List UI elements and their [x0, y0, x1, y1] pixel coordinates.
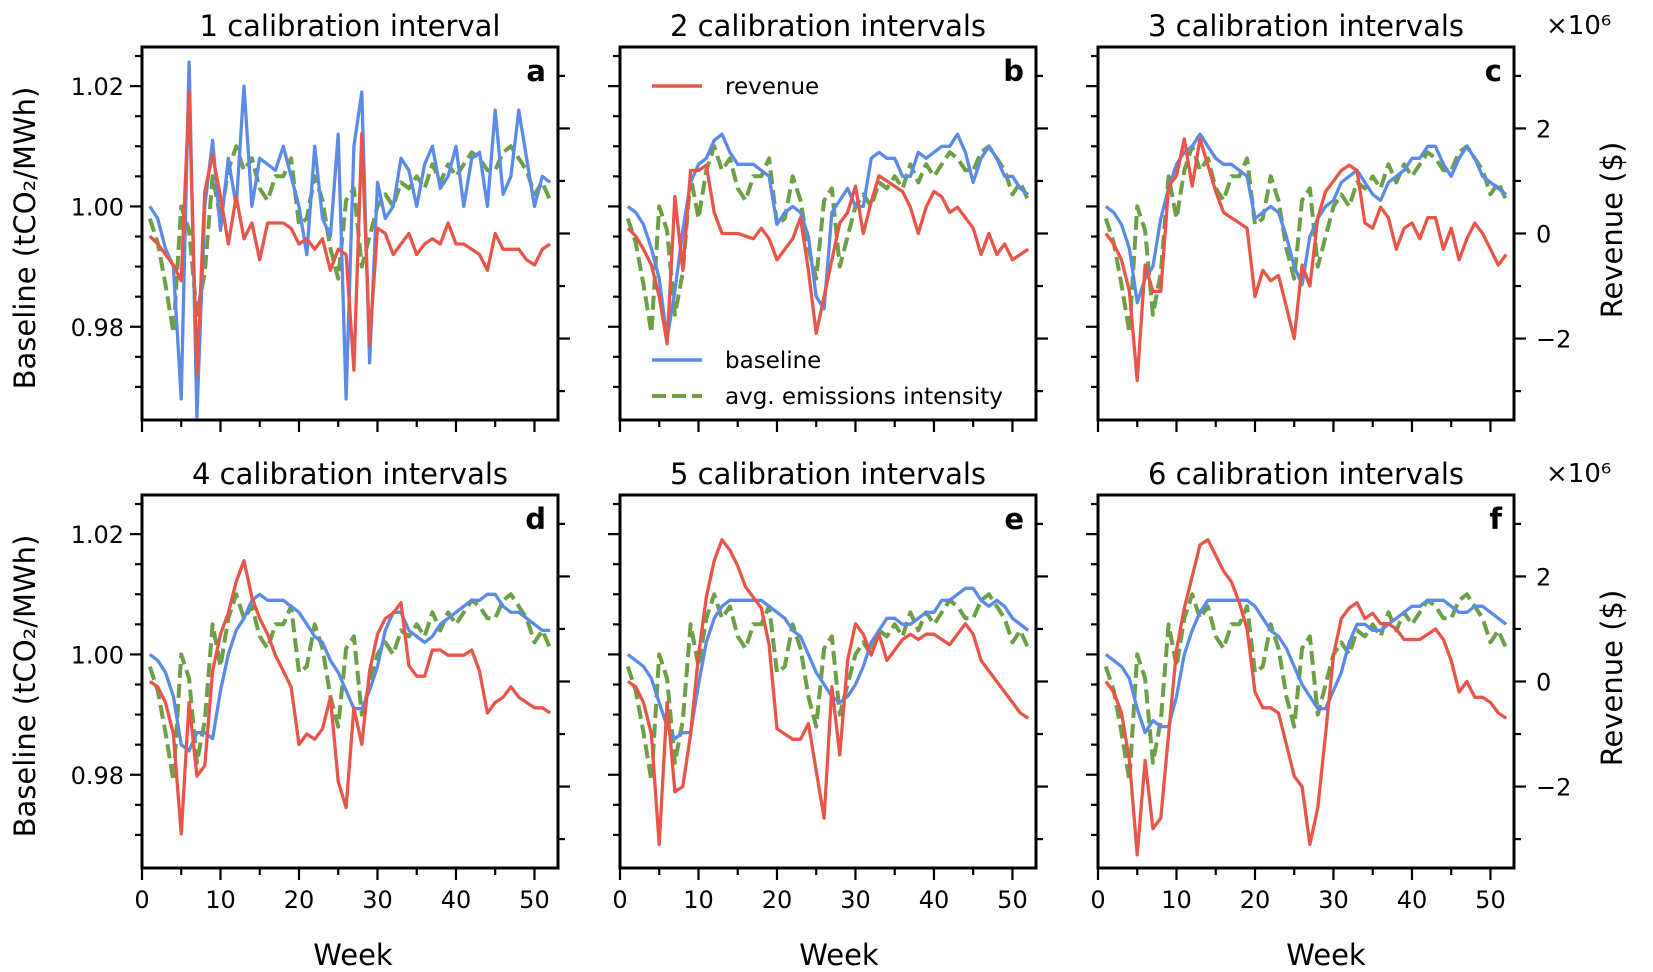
x-tick-label: 40 [441, 886, 472, 914]
x-tick-label: 50 [519, 886, 550, 914]
panel-letter: c [1485, 54, 1502, 88]
x-tick-label: 30 [1318, 886, 1349, 914]
series-baseline [148, 592, 551, 753]
x-axis-label-3: Week [1286, 938, 1366, 972]
x-tick-label: 50 [997, 886, 1028, 914]
panel-a: 0.98 1.00 1.02 1 calibration interval a [71, 9, 570, 432]
y-right-tick-label: 0 [1536, 669, 1551, 697]
series-emissions-intensity [1103, 144, 1509, 335]
x-tick-label: 30 [362, 886, 393, 914]
panel-series-group [147, 559, 553, 836]
x-tick-label: 30 [840, 886, 871, 914]
series-emissions-intensity [147, 592, 553, 783]
panel-series-group [1103, 132, 1509, 383]
y-left-tick-label: 1.02 [71, 73, 124, 101]
panel-title: 2 calibration intervals [670, 9, 986, 43]
panel-frame [140, 493, 560, 870]
panel-letter: e [1004, 502, 1024, 536]
y-left-tick-label: 0.98 [71, 314, 124, 342]
panel-title: 3 calibration intervals [1148, 9, 1464, 43]
series-baseline [148, 60, 552, 419]
x-axis-label-2: Week [799, 938, 879, 972]
panel-title: 1 calibration interval [200, 9, 501, 43]
panel-letter: a [526, 54, 546, 88]
panel-d: 0 10 20 30 40 50 0.98 1.00 1.02 4 calibration int… [71, 457, 570, 914]
panel-f: 0 10 20 30 40 50 −2 0 2 6 calibration intervals f [1086, 457, 1571, 914]
x-tick-label: 20 [762, 886, 793, 914]
y-axis-label-left-bottom: Baseline (tCO₂/MWh) [8, 535, 42, 838]
panel-e: 0 10 20 30 40 50 5 calibration intervals e [608, 457, 1048, 914]
x-tick-label: 10 [205, 886, 236, 914]
x-tick-label: 10 [683, 886, 714, 914]
panel-letter: f [1489, 502, 1502, 536]
y-right-tick-label: 2 [1536, 115, 1551, 143]
y-left-tick-label: 1.02 [71, 521, 124, 549]
series-emissions-intensity [1103, 592, 1509, 783]
series-emissions-intensity [147, 144, 553, 335]
panel-b: 2 calibration intervals b [608, 9, 1048, 432]
series-revenue [1104, 538, 1508, 857]
multiplier-top: ×10⁶ [1546, 11, 1611, 41]
series-revenue [626, 163, 1030, 346]
panels-group: 0.98 1.00 1.02 1 calibration interval a 2 cal… [71, 9, 1572, 914]
x-axis-label-1: Week [313, 938, 393, 972]
y-right-tick-label: −2 [1536, 774, 1571, 802]
panel-series-group [625, 132, 1031, 346]
series-revenue [626, 538, 1030, 847]
series-baseline [1104, 132, 1508, 305]
panel-title: 6 calibration intervals [1148, 457, 1464, 491]
panel-letter: b [1003, 54, 1024, 88]
x-tick-label: 50 [1475, 886, 1506, 914]
panel-letter: d [525, 502, 546, 536]
x-tick-label: 10 [1161, 886, 1192, 914]
y-right-tick-label: 0 [1536, 221, 1551, 249]
panel-title: 4 calibration intervals [192, 457, 508, 491]
y-right-tick-label: −2 [1536, 326, 1571, 354]
y-axis-label-right-bottom: Revenue ($) [1595, 590, 1629, 767]
panel-frame [618, 493, 1038, 870]
x-tick-label: 20 [1240, 886, 1271, 914]
x-tick-label: 40 [1397, 886, 1428, 914]
y-left-tick-label: 1.00 [71, 641, 124, 669]
panel-title: 5 calibration intervals [670, 457, 986, 491]
series-emissions-intensity [625, 144, 1031, 335]
y-axis-label-right-top: Revenue ($) [1595, 142, 1629, 319]
series-baseline [626, 132, 1030, 341]
series-baseline [1104, 598, 1508, 735]
series-revenue [148, 90, 552, 377]
legend: revenue baseline avg. emissions intensit… [652, 74, 1003, 410]
y-right-tick-label: 2 [1536, 563, 1551, 591]
panel-series-group [625, 538, 1031, 847]
x-tick-label: 0 [1090, 886, 1105, 914]
x-tick-label: 0 [612, 886, 627, 914]
series-emissions-intensity [625, 592, 1031, 783]
x-tick-label: 0 [134, 886, 149, 914]
y-left-tick-label: 1.00 [71, 193, 124, 221]
series-revenue [1104, 137, 1508, 383]
panel-series-group [147, 60, 553, 419]
legend-revenue-label: revenue [725, 74, 819, 100]
panel-series-group [1103, 538, 1509, 857]
legend-baseline-label: baseline [725, 348, 821, 374]
x-tick-label: 40 [919, 886, 950, 914]
y-left-tick-label: 0.98 [71, 762, 124, 790]
panel-c: −2 0 2 3 calibration intervals c [1086, 9, 1571, 432]
series-revenue [148, 559, 552, 836]
multiplier-bottom: ×10⁶ [1546, 459, 1611, 489]
y-axis-label-left-top: Baseline (tCO₂/MWh) [8, 87, 42, 390]
legend-emissions-label: avg. emissions intensity [725, 384, 1003, 410]
x-tick-label: 20 [284, 886, 315, 914]
